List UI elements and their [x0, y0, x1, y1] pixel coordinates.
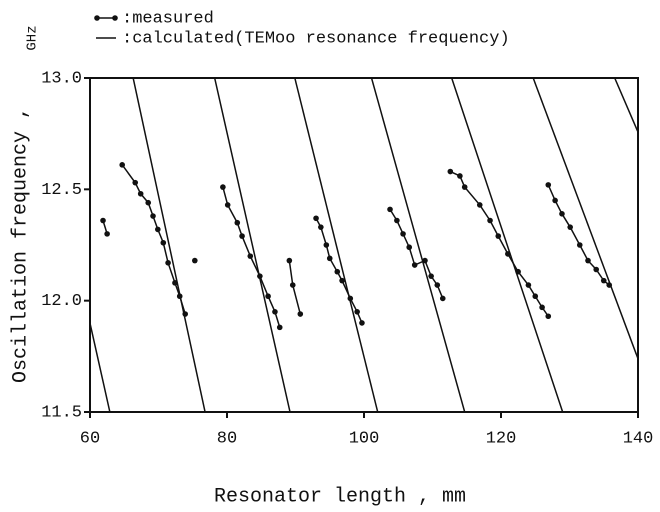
y-tick-label: 13.0 — [41, 69, 82, 88]
measured-point — [313, 215, 319, 222]
measured-point — [457, 173, 463, 179]
measured-point — [104, 231, 110, 237]
measured-line — [288, 260, 302, 315]
unit-label: GHz — [25, 25, 41, 50]
measured-point — [434, 282, 441, 288]
measured-point — [119, 162, 125, 168]
calculated-line — [370, 78, 466, 412]
legend-symbol — [112, 15, 118, 21]
calculated-line — [90, 319, 111, 412]
measured-point — [567, 224, 573, 230]
x-tick-label: 120 — [486, 429, 517, 448]
measured-point — [585, 257, 591, 264]
measured-point — [359, 320, 365, 326]
measured-point — [334, 268, 341, 275]
measured-point — [532, 293, 539, 300]
measured-point — [411, 262, 418, 268]
measured-point — [132, 179, 139, 186]
plot-frame — [89, 77, 639, 413]
measured-point — [487, 217, 493, 224]
measured-point — [165, 260, 171, 266]
calculated-line — [294, 78, 379, 412]
x-tick-label: 80 — [217, 429, 237, 448]
measured-point — [394, 217, 400, 224]
measured-point — [224, 202, 231, 208]
x-tick-label: 60 — [80, 429, 100, 448]
measured-point — [318, 224, 324, 230]
y-tick-label: 11.5 — [41, 403, 82, 422]
measured-point — [289, 282, 296, 288]
measured-point — [137, 190, 144, 197]
measured-point — [400, 231, 406, 237]
legend-label: :measured — [122, 9, 214, 28]
calculated-line — [532, 78, 638, 361]
measured-point — [387, 206, 393, 213]
measured-point — [239, 233, 245, 239]
measured-point — [525, 282, 532, 288]
measured-point — [272, 309, 278, 315]
x-tick-label: 140 — [623, 429, 654, 448]
measured-point — [247, 253, 254, 259]
measured-point — [286, 257, 293, 264]
plot-area — [90, 78, 638, 412]
measured-point — [354, 309, 360, 315]
y-tick-label: 12.0 — [41, 292, 82, 311]
measured-point — [192, 257, 198, 264]
measured-point — [559, 211, 565, 217]
measured-point — [150, 213, 156, 219]
measured-line — [121, 164, 186, 315]
calculated-line — [450, 78, 564, 412]
measured-point — [545, 313, 552, 320]
legend-symbol — [94, 15, 100, 21]
measured-point — [447, 168, 454, 175]
measured-point — [545, 182, 552, 188]
measured-point — [476, 202, 483, 208]
measured-point — [265, 293, 271, 300]
measured-point — [339, 277, 345, 284]
measured-point — [323, 242, 330, 248]
measured-point — [539, 304, 545, 311]
measured-point — [100, 217, 106, 224]
y-tick-label: 12.5 — [41, 181, 82, 200]
measured-point — [145, 199, 152, 206]
measured-point — [297, 311, 304, 317]
measured-point — [276, 324, 283, 331]
measured-point — [461, 184, 468, 190]
measured-point — [428, 273, 434, 279]
x-tick-label: 100 — [349, 429, 380, 448]
legend-label: :calculated(TEMoo resonance frequency) — [122, 29, 510, 48]
x-axis-label: Resonator length , mm — [214, 485, 466, 508]
measured-point — [234, 219, 241, 226]
measured-point — [593, 266, 600, 273]
measured-point — [155, 226, 161, 233]
measured-point — [552, 197, 558, 204]
y-axis-label: Oscillation frequency , — [9, 107, 32, 383]
measured-point — [495, 233, 502, 239]
calculated-line — [132, 78, 206, 412]
measured-point — [439, 295, 446, 302]
calculated-line — [213, 78, 291, 412]
measured-point — [406, 244, 413, 251]
measured-point — [220, 184, 226, 190]
measured-point — [576, 242, 583, 248]
measured-point — [160, 239, 167, 246]
measured-point — [326, 255, 333, 262]
measured-point — [600, 277, 607, 284]
